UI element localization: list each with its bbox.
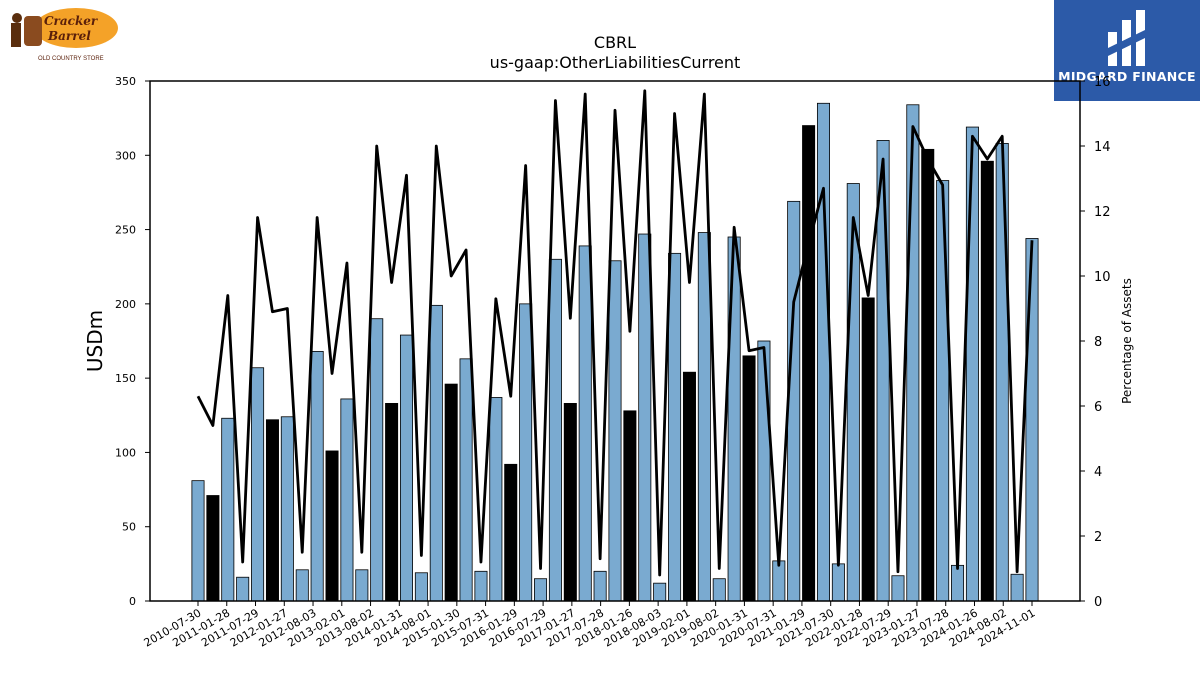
bar (861, 297, 875, 602)
bar (980, 160, 994, 602)
bar (965, 126, 979, 602)
bar (921, 148, 935, 602)
bar (668, 252, 682, 602)
y-tick-label: 0 (129, 595, 136, 608)
bar (638, 233, 652, 602)
bar (548, 258, 562, 602)
bar (563, 402, 577, 602)
y2-tick-label: 12 (1094, 205, 1111, 220)
bar (355, 569, 369, 602)
bar (295, 569, 309, 602)
y-axis-left: 0 50 100 150 200 250 300 350 (115, 75, 150, 608)
bar (906, 104, 920, 602)
x-axis: 2010-07-302011-01-282011-07-292012-01-27… (142, 601, 1038, 650)
y-tick-label: 100 (115, 446, 136, 459)
bar (951, 564, 965, 602)
bar (802, 125, 816, 602)
bar (534, 578, 548, 602)
bar (682, 371, 696, 602)
bar (206, 495, 220, 602)
bar (757, 340, 771, 602)
y2-axis-label: Percentage of Assets (1120, 278, 1134, 404)
y-tick-label: 200 (115, 298, 136, 311)
bar (742, 355, 756, 602)
midgard-finance-logo: MIDGARD FINANCE (1054, 0, 1200, 101)
y2-tick-label: 0 (1094, 595, 1102, 610)
cracker-barrel-logo-graphic: Cracker Barrel OLD COUNTRY STORE (11, 8, 118, 62)
bar (265, 419, 279, 602)
figure-head-icon (12, 13, 22, 23)
figure-body-icon (11, 23, 21, 47)
cracker-barrel-logo: Cracker Barrel OLD COUNTRY STORE (4, 4, 120, 64)
midgard-mark-icon (1108, 10, 1145, 66)
y2-tick-label: 8 (1094, 335, 1102, 350)
y-tick-label: 300 (115, 149, 136, 162)
logo-oval (34, 8, 118, 48)
bar (831, 563, 845, 602)
bar (653, 582, 667, 602)
y-tick-label: 250 (115, 224, 136, 237)
bar (995, 142, 1009, 602)
bar (280, 416, 294, 602)
bar (1010, 573, 1024, 602)
bar (816, 102, 831, 602)
bar (727, 236, 741, 602)
bar (891, 575, 905, 602)
y2-tick-label: 6 (1094, 400, 1102, 415)
bar (712, 578, 726, 602)
bar (370, 318, 384, 602)
y-tick-label: 150 (115, 372, 136, 385)
chart-title: CBRL (594, 33, 636, 52)
bar (623, 410, 637, 602)
bar (444, 383, 458, 602)
logo-word-cracker: Cracker (44, 14, 99, 28)
y2-tick-label: 4 (1094, 465, 1102, 480)
bar (191, 480, 205, 602)
logo-tagline: OLD COUNTRY STORE (38, 56, 104, 62)
bar (459, 358, 473, 602)
bar (936, 180, 950, 602)
midgard-brand-name: MIDGARD FINANCE (1058, 69, 1196, 84)
bar (593, 570, 607, 602)
y2-tick-label: 10 (1094, 270, 1111, 285)
y2-tick-label: 2 (1094, 530, 1102, 545)
y2-tick-label: 14 (1094, 140, 1111, 155)
bar (251, 367, 265, 602)
bar (399, 334, 414, 602)
series-line-percentage (196, 89, 1034, 577)
y-axis-label: USDm (83, 310, 107, 372)
barrel-icon (24, 16, 42, 46)
bar (236, 576, 250, 602)
bar (504, 463, 518, 602)
y2-tick-label: 16 (1094, 75, 1111, 90)
bar (414, 572, 428, 602)
bar (385, 402, 399, 602)
logo-word-barrel: Barrel (47, 29, 91, 43)
y-axis-right: 0 2 4 6 8 10 12 14 16 (1080, 75, 1111, 610)
y-tick-label: 50 (122, 521, 136, 534)
bar (340, 398, 354, 602)
bar (697, 232, 711, 602)
bar (608, 260, 622, 602)
y-tick-label: 350 (115, 75, 136, 88)
bar (1025, 238, 1039, 602)
bar (489, 397, 503, 602)
bar (429, 304, 443, 602)
bar (325, 450, 339, 602)
line-layer (196, 89, 1034, 577)
bar (474, 570, 488, 602)
bar (578, 245, 592, 602)
bar (519, 303, 533, 602)
bar (221, 417, 235, 602)
bar (772, 560, 786, 602)
bar (310, 350, 324, 602)
chart-subtitle: us-gaap:OtherLiabilitiesCurrent (490, 53, 741, 72)
bars-layer (191, 102, 1039, 602)
